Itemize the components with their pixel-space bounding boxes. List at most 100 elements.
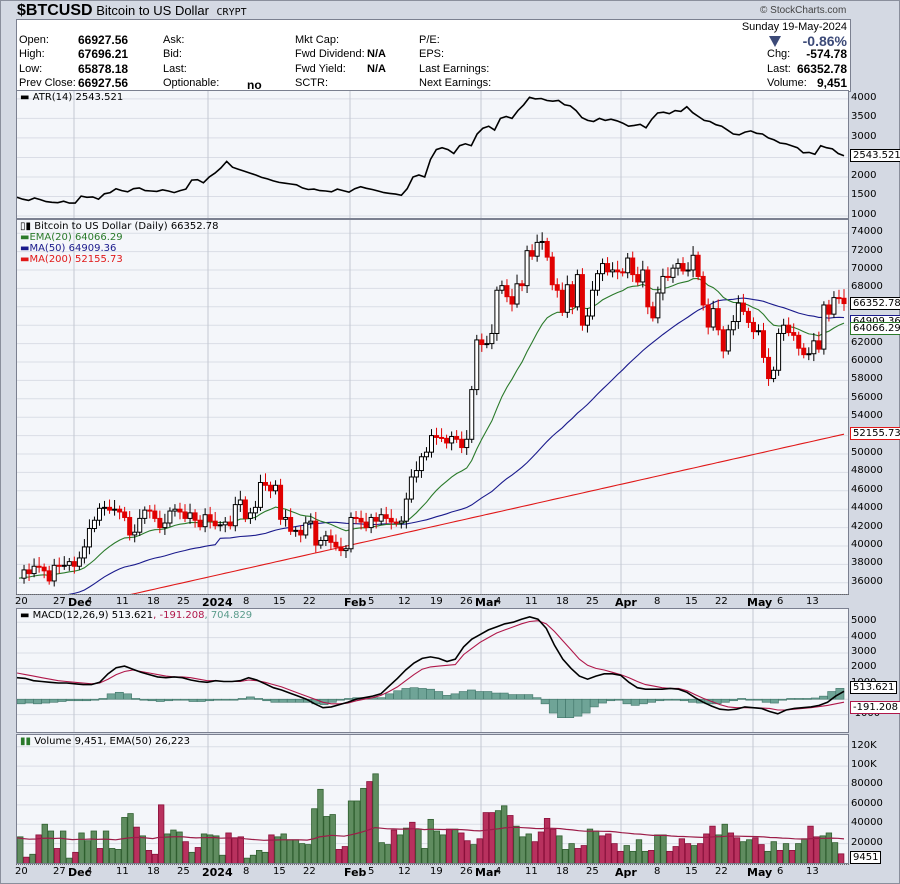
x-tick: 11 — [116, 596, 129, 607]
y-tick: 80000 — [851, 778, 883, 790]
x-tick: Apr — [615, 866, 637, 879]
x-tick: 8 — [243, 866, 250, 877]
histogram-legend-text: 704.829 — [210, 610, 253, 621]
ma50-legend: MA(50) 64909.36 — [29, 243, 117, 254]
last-label: Last: — [767, 63, 791, 75]
macd-panel[interactable]: ▬ MACD(12,26,9) 513.621, -191.208, 704.8… — [16, 608, 849, 733]
open-label: Open: — [19, 34, 49, 46]
last-earnings-label: Last Earnings: — [419, 63, 490, 75]
y-tick: 2000 — [851, 169, 877, 181]
macd-y-axis: -100010002000300040005000513.621-191.208 — [850, 608, 900, 733]
price-y-axis: 36000 38000 40000 42000 44000 46000 48000 50000… — [850, 219, 900, 595]
mkt-cap-label: Mkt Cap: — [295, 34, 340, 46]
x-tick: 25 — [177, 596, 190, 607]
x-tick: 25 — [586, 866, 599, 877]
bid-label: Bid: — [163, 48, 182, 60]
y-tick: 38000 — [851, 557, 883, 569]
x-tick: 27 — [53, 866, 66, 877]
ema20-legend: EMA(20) 64066.29 — [29, 232, 123, 243]
volume-legend-text: Volume 9,451, EMA(50) 26,223 — [34, 736, 191, 747]
y-tick: 56000 — [851, 391, 883, 403]
date-axis-top: 20 27 Dec 4 11 18 25 2024 8 15 22 Feb 5 12 19 26 Mar 4 11 1… — [15, 594, 849, 609]
signal-legend-text: -191.208 — [159, 610, 205, 621]
last-value-tag: -191.208 — [850, 701, 900, 715]
y-tick: 74000 — [851, 226, 883, 238]
volume-legend: ▮▮ Volume 9,451, EMA(50) 26,223 — [20, 736, 190, 747]
x-tick: Mar — [475, 596, 499, 609]
low-label: Low: — [19, 63, 43, 75]
y-tick: 36000 — [851, 575, 883, 587]
prev-close-value: 66927.56 — [78, 76, 129, 90]
x-tick: 25 — [177, 866, 190, 877]
last-label-left: Last: — [163, 63, 187, 75]
prev-close-label: Prev Close: — [19, 77, 76, 89]
last-value-tag: 52155.73 — [850, 427, 900, 441]
x-tick: 4 — [86, 866, 93, 877]
y-tick: 72000 — [851, 244, 883, 256]
y-tick: 3500 — [851, 111, 877, 123]
y-tick: 44000 — [851, 502, 883, 514]
x-tick: Dec — [68, 866, 92, 879]
x-tick: 27 — [53, 596, 66, 607]
y-tick: 70000 — [851, 263, 883, 274]
y-tick: 4000 — [851, 91, 877, 103]
x-tick: 4 — [495, 866, 502, 877]
y-tick: 42000 — [851, 520, 883, 532]
y-tick: 50000 — [851, 447, 883, 458]
last-value-tag: 64066.29 — [850, 321, 900, 335]
fwd-yield-label: Fwd Yield: — [295, 63, 346, 75]
high-value: 67696.21 — [78, 47, 129, 61]
optionable-value: no — [247, 78, 262, 92]
x-tick: 2024 — [202, 596, 233, 609]
y-tick: 46000 — [851, 483, 883, 495]
x-tick: 15 — [273, 866, 286, 877]
x-tick: 5 — [368, 866, 375, 877]
y-tick: 20000 — [851, 836, 883, 848]
x-tick: 12 — [398, 596, 411, 607]
volume-value: 9,451 — [816, 76, 847, 90]
y-tick: 40000 — [851, 539, 883, 550]
y-tick: 60000 — [851, 355, 883, 366]
change-percent: -0.86% — [802, 33, 847, 49]
macd-legend-text: MACD(12,26,9) 513.621 — [32, 610, 154, 621]
x-tick: 4 — [86, 596, 93, 607]
y-tick: 1500 — [851, 189, 877, 201]
x-tick: 22 — [715, 596, 728, 607]
chart-title: $BTCUSD Bitcoin to US Dollar CRYPT — [17, 2, 247, 20]
price-legend-text: Bitcoin to US Dollar (Daily) 66352.78 — [34, 221, 219, 232]
last-value-tag: 9451 — [850, 850, 882, 864]
next-earnings-label: Next Earnings: — [419, 77, 492, 89]
x-tick: 22 — [715, 866, 728, 877]
volume-panel[interactable]: ▮▮ Volume 9,451, EMA(50) 26,223 — [16, 734, 849, 864]
atr-legend: ▬ ATR(14) 2543.521 — [20, 92, 124, 103]
eps-label: EPS: — [419, 48, 445, 60]
x-tick: 5 — [368, 596, 375, 607]
last-value: 66352.78 — [796, 62, 847, 76]
quote-date: Sunday 19-May-2024 — [741, 21, 847, 33]
x-tick: 15 — [685, 866, 698, 877]
last-value-tag: 513.621 — [850, 681, 898, 695]
y-tick: 1000 — [851, 209, 877, 220]
x-tick: Feb — [344, 866, 367, 879]
x-tick: 12 — [398, 866, 411, 877]
y-tick: 100K — [851, 759, 877, 771]
y-tick: 54000 — [851, 410, 883, 422]
x-tick: 13 — [806, 596, 819, 607]
last-value-tag: 2543.521 — [850, 148, 900, 162]
sctr-label: SCTR: — [295, 77, 328, 89]
fwd-dividend-value: N/A — [367, 48, 386, 60]
macd-legend: ▬ MACD(12,26,9) 513.621, -191.208, 704.8… — [20, 610, 253, 621]
date-axis-bottom: 20 27 Dec 4 11 18 25 2024 8 15 22 Feb 5 12 19 26 Mar 4 11 1… — [15, 864, 849, 879]
chg-value: -574.78 — [806, 47, 847, 61]
price-panel[interactable]: ▯▮ Bitcoin to US Dollar (Daily) 66352.78… — [16, 219, 849, 595]
y-tick: 58000 — [851, 373, 883, 385]
watermark: © StockCharts.com — [760, 5, 847, 16]
x-tick: Dec — [68, 596, 92, 609]
price-legend: ▯▮ Bitcoin to US Dollar (Daily) 66352.78… — [20, 221, 219, 265]
atr-panel[interactable]: ▬ ATR(14) 2543.521 — [16, 90, 849, 219]
x-tick: 11 — [525, 866, 538, 877]
quote-panel: Open: 66927.56 High: 67696.21 Low: 65878… — [16, 19, 851, 92]
volume-bars-icon: ▮▮ — [20, 736, 32, 747]
y-tick: 68000 — [851, 281, 883, 293]
x-tick: 18 — [556, 596, 569, 607]
